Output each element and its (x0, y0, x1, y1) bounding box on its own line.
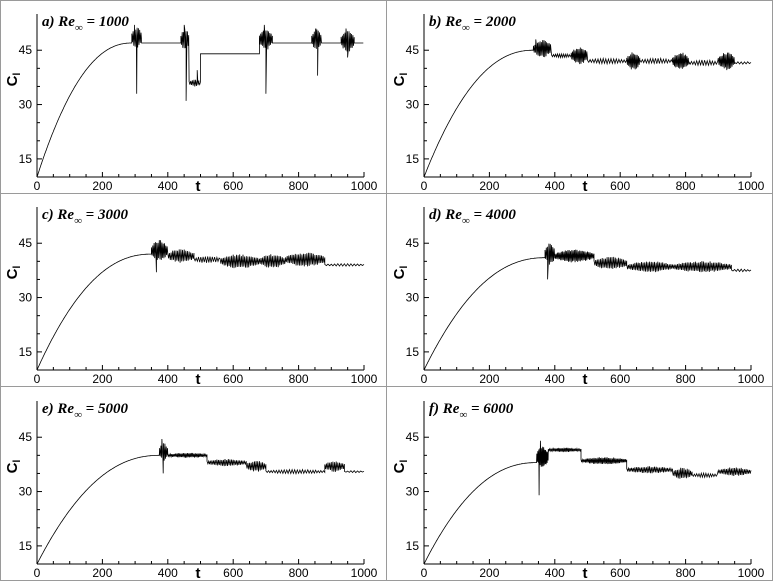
y-tick-label: 45 (406, 43, 420, 57)
y-axis-label: Cl (391, 460, 410, 474)
y-tick-label: 45 (406, 430, 420, 444)
x-tick-label: 600 (610, 179, 630, 193)
x-tick-label: 200 (479, 566, 499, 580)
x-tick-label: 600 (223, 179, 243, 193)
x-axis-label: t (196, 565, 201, 581)
y-tick-label: 45 (19, 236, 33, 250)
chart-panel-6: 0 200 400 600 800 1000 15 30 45 t Cl f) Re∞ = 6000 (391, 401, 765, 581)
x-tick-label: 1000 (738, 179, 765, 193)
y-tick-label: 45 (19, 430, 33, 444)
x-tick-label: 400 (545, 372, 565, 386)
x-tick-label: 400 (545, 566, 565, 580)
x-axis-label: t (196, 178, 201, 195)
x-tick-label: 400 (158, 372, 178, 386)
y-axis-label: Cl (4, 266, 23, 280)
panel-title: a) Re∞ = 1000 (42, 14, 129, 34)
y-tick-label: 15 (406, 345, 420, 359)
cl-series-line (36, 24, 364, 178)
x-tick-label: 400 (158, 179, 178, 193)
x-tick-label: 800 (289, 372, 309, 386)
chart-panel-5: 0 200 400 600 800 1000 15 30 45 t Cl e) Re∞ = 5000 (4, 401, 378, 581)
chart-panel-4: 0 200 400 600 800 1000 15 30 45 t Cl d) Re∞ = 4000 (391, 207, 765, 388)
x-tick-label: 0 (421, 179, 428, 193)
x-tick-label: 0 (421, 566, 428, 580)
x-tick-label: 0 (421, 372, 428, 386)
x-tick-label: 200 (92, 566, 112, 580)
x-tick-label: 200 (479, 372, 499, 386)
x-tick-label: 600 (610, 566, 630, 580)
y-tick-label: 15 (19, 345, 33, 359)
x-tick-label: 0 (34, 179, 41, 193)
x-tick-label: 800 (676, 566, 696, 580)
y-tick-label: 30 (19, 98, 33, 112)
x-tick-label: 1000 (351, 372, 378, 386)
x-tick-label: 600 (223, 566, 243, 580)
y-tick-label: 45 (406, 236, 420, 250)
y-tick-label: 45 (19, 43, 33, 57)
x-tick-label: 1000 (351, 566, 378, 580)
y-tick-label: 30 (19, 485, 33, 499)
chart-panel-3: 0 200 400 600 800 1000 15 30 45 t Cl c) Re∞ = 3000 (4, 207, 378, 388)
cl-series-line (423, 39, 752, 178)
x-tick-label: 600 (610, 372, 630, 386)
y-axis-label: Cl (391, 266, 410, 280)
x-tick-label: 800 (289, 566, 309, 580)
x-tick-label: 400 (545, 179, 565, 193)
x-tick-label: 800 (676, 179, 696, 193)
x-tick-label: 600 (223, 372, 243, 386)
chart-panel-2: 0 200 400 600 800 1000 15 30 45 t Cl b) Re∞ = 2000 (391, 14, 765, 195)
x-tick-label: 0 (34, 372, 41, 386)
x-axis-label: t (196, 371, 201, 388)
x-axis-label: t (583, 371, 588, 388)
y-tick-label: 15 (406, 152, 420, 166)
x-tick-label: 800 (676, 372, 696, 386)
y-tick-label: 15 (19, 539, 33, 553)
panel-title: e) Re∞ = 5000 (42, 401, 128, 421)
x-tick-label: 200 (479, 179, 499, 193)
cl-series-line (423, 243, 752, 371)
x-tick-label: 1000 (738, 566, 765, 580)
panel-title: b) Re∞ = 2000 (429, 14, 516, 34)
y-tick-label: 15 (19, 152, 33, 166)
cl-series-line (36, 240, 365, 371)
cl-series-line (36, 438, 365, 565)
y-tick-label: 30 (406, 485, 420, 499)
x-tick-label: 800 (289, 179, 309, 193)
x-tick-label: 400 (158, 566, 178, 580)
x-tick-label: 200 (92, 179, 112, 193)
y-axis-label: Cl (4, 73, 23, 87)
x-axis-label: t (583, 565, 588, 581)
y-tick-label: 30 (406, 291, 420, 305)
x-tick-label: 1000 (351, 179, 378, 193)
y-tick-label: 15 (406, 539, 420, 553)
y-axis-label: Cl (391, 73, 410, 87)
chart-panel-1: 0 200 400 600 800 1000 15 30 45 t Cl a) Re∞ = 1000 (4, 14, 378, 195)
x-axis-label: t (583, 178, 588, 195)
y-axis-label: Cl (4, 460, 23, 474)
panel-title: d) Re∞ = 4000 (429, 207, 516, 227)
panel-title: f) Re∞ = 6000 (429, 401, 514, 421)
x-tick-label: 1000 (738, 372, 765, 386)
cl-series-line (423, 440, 752, 565)
x-tick-label: 0 (34, 566, 41, 580)
panel-title: c) Re∞ = 3000 (42, 207, 128, 227)
x-tick-label: 200 (92, 372, 112, 386)
y-tick-label: 30 (406, 98, 420, 112)
y-tick-label: 30 (19, 291, 33, 305)
